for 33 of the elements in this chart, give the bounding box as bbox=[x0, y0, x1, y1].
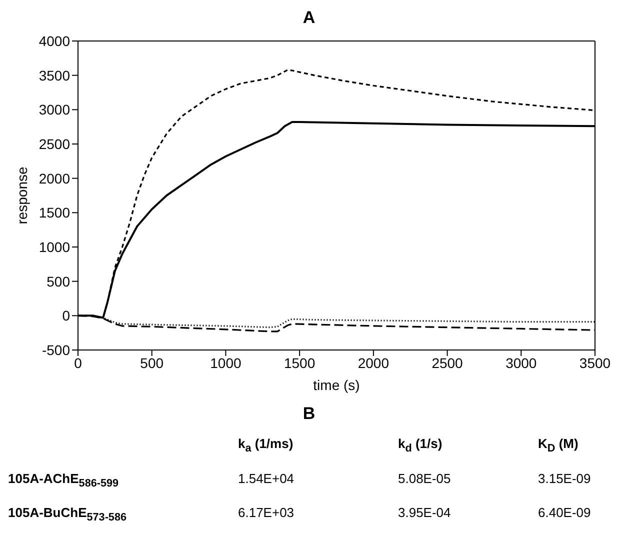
y-tick-label: 0 bbox=[62, 308, 70, 324]
x-tick-label: 1000 bbox=[210, 354, 242, 371]
x-axis-title: time (s) bbox=[313, 377, 360, 393]
y-axis-title: response bbox=[14, 166, 30, 224]
y-tick-label: 1500 bbox=[38, 204, 70, 221]
x-tick-label: 3500 bbox=[579, 354, 611, 371]
text: 105A-AChE$_{586-599}$ bbox=[8, 470, 120, 490]
text: 6.17E+03 bbox=[238, 505, 296, 522]
text: K$_{D}$ (M) bbox=[538, 436, 580, 455]
text: k$_{a}$ (1/ms) bbox=[238, 436, 294, 455]
y-tick-label: 2000 bbox=[38, 170, 70, 186]
text: 1.54E+04 bbox=[238, 470, 296, 488]
chart-title: A bbox=[302, 8, 316, 29]
y-tick-label: 1000 bbox=[38, 238, 70, 255]
y-tick-label: 2500 bbox=[38, 136, 70, 152]
text: B bbox=[302, 404, 316, 424]
text: 105A-BuChE$_{573-586}$ bbox=[8, 505, 128, 524]
y-tick-label: 3000 bbox=[38, 102, 70, 118]
y-tick-label: -500 bbox=[42, 342, 70, 358]
text: 5.08E-05 bbox=[398, 470, 452, 488]
y-tick-label: 500 bbox=[46, 273, 70, 290]
text: 6.40E-09 bbox=[538, 505, 592, 522]
x-tick-label: 1500 bbox=[284, 354, 316, 371]
y-tick-label: 4000 bbox=[38, 32, 70, 49]
x-tick-label: 500 bbox=[140, 354, 164, 371]
text: 3.95E-04 bbox=[398, 505, 452, 522]
text: 3.15E-09 bbox=[538, 470, 592, 488]
y-tick-label: 3500 bbox=[38, 67, 70, 84]
x-tick-label: 2000 bbox=[358, 354, 390, 371]
text: k$_{d}$ (1/s) bbox=[398, 436, 444, 455]
x-tick-label: 3000 bbox=[506, 354, 537, 371]
x-tick-label: 2500 bbox=[432, 354, 464, 371]
x-tick-label: 0 bbox=[74, 354, 82, 371]
